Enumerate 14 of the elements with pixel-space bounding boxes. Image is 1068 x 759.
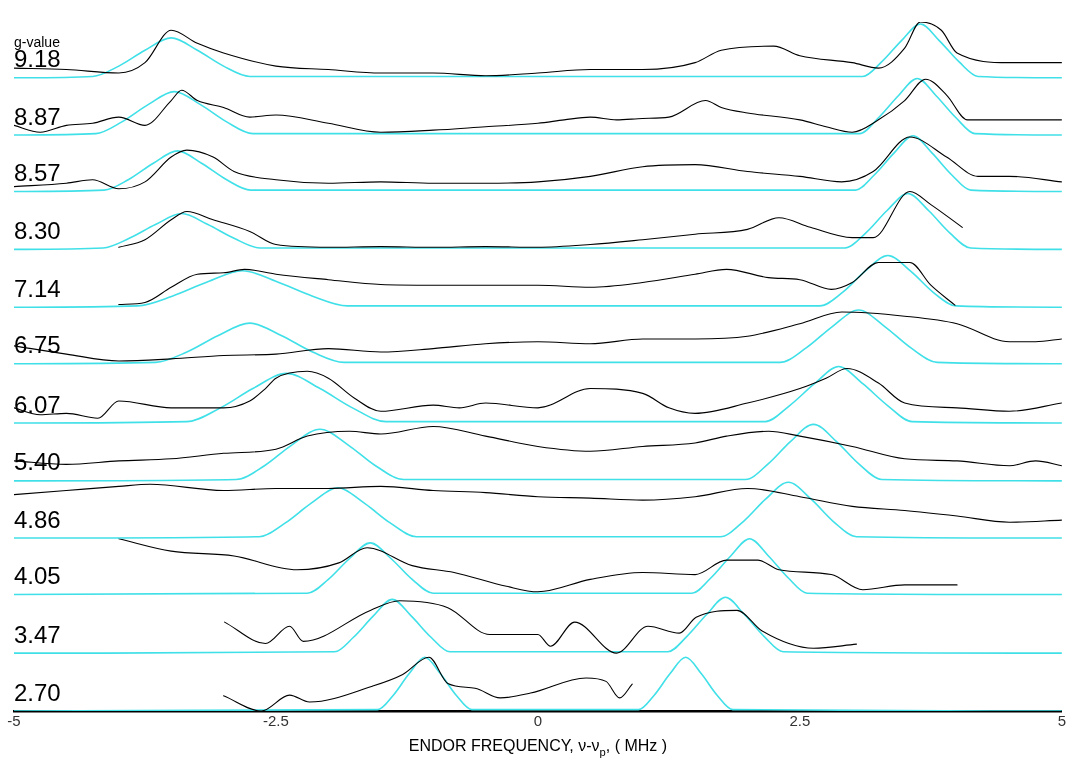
series-label: 8.87 xyxy=(14,102,61,130)
x-tick-label: -2.5 xyxy=(263,712,289,730)
series-label: 3.47 xyxy=(14,620,61,648)
series-label: 2.70 xyxy=(14,678,61,706)
series-label: 6.07 xyxy=(14,390,61,418)
series-label: 4.86 xyxy=(14,505,61,533)
x-tick-label: 0 xyxy=(533,712,543,730)
x-tick-label: 5 xyxy=(1057,712,1066,730)
series-label: 4.05 xyxy=(14,562,61,590)
x-tick-label: 2.5 xyxy=(789,712,811,730)
series-label: 8.57 xyxy=(14,159,61,187)
series-label: 7.14 xyxy=(14,274,61,302)
series-label: 8.30 xyxy=(14,216,61,244)
x-tick-label: -5 xyxy=(7,712,21,730)
